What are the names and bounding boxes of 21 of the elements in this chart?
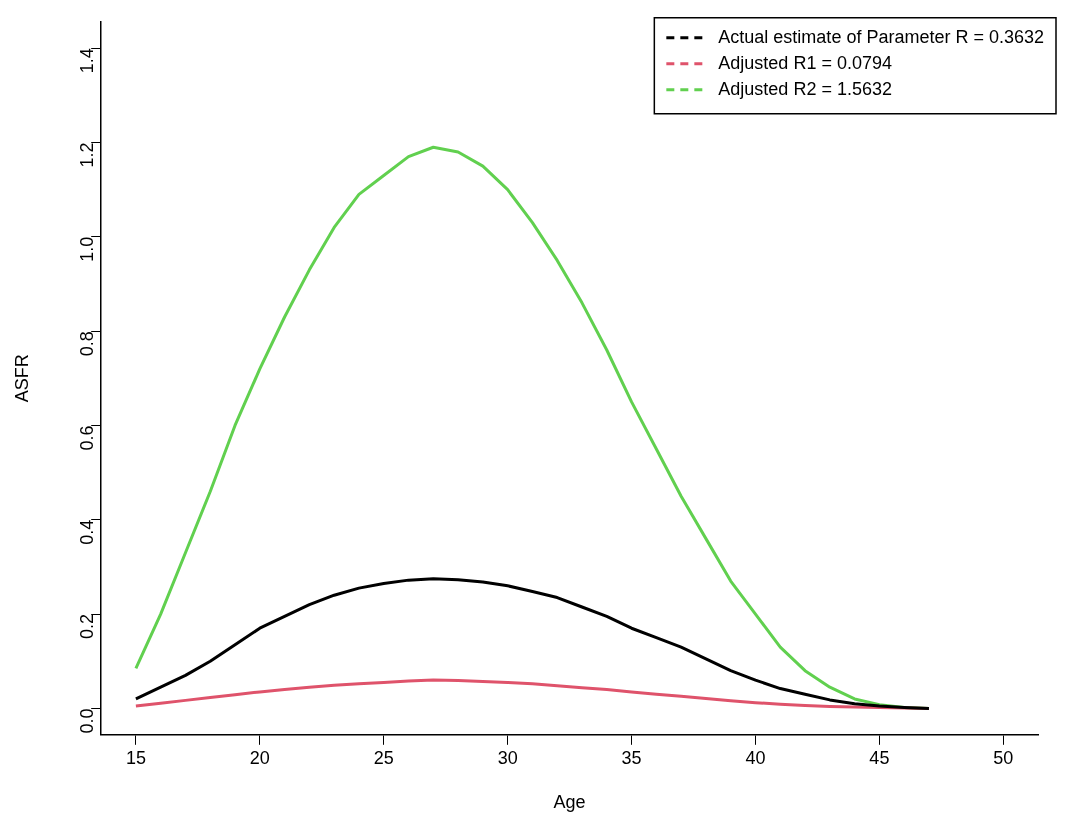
y-tick-label: 0.2 — [77, 614, 98, 640]
legend-label: Adjusted R1 = 0.0794 — [718, 52, 892, 73]
x-tick-label: 30 — [497, 747, 518, 768]
y-tick-label: 1.2 — [77, 142, 98, 168]
y-tick-label: 1.0 — [77, 236, 98, 262]
y-tick-label: 0.0 — [77, 708, 98, 734]
x-axis-title: Age — [553, 792, 586, 813]
y-tick-label: 1.4 — [77, 48, 98, 74]
y-tick-label: 0.4 — [77, 519, 98, 545]
x-tick-label: 20 — [249, 747, 270, 768]
y-tick-label: 0.6 — [77, 425, 98, 451]
x-tick-label: 25 — [373, 747, 394, 768]
y-tick-label: 0.8 — [77, 331, 98, 357]
legend-label: Adjusted R2 = 1.5632 — [718, 78, 892, 99]
x-tick-label: 45 — [869, 747, 890, 768]
x-tick-label: 15 — [125, 747, 146, 768]
x-tick-label: 50 — [993, 747, 1014, 768]
x-tick-label: 35 — [621, 747, 642, 768]
x-tick-label: 40 — [745, 747, 766, 768]
legend-label: Actual estimate of Parameter R = 0.3632 — [718, 26, 1044, 47]
y-axis-title: ASFR — [11, 354, 32, 403]
